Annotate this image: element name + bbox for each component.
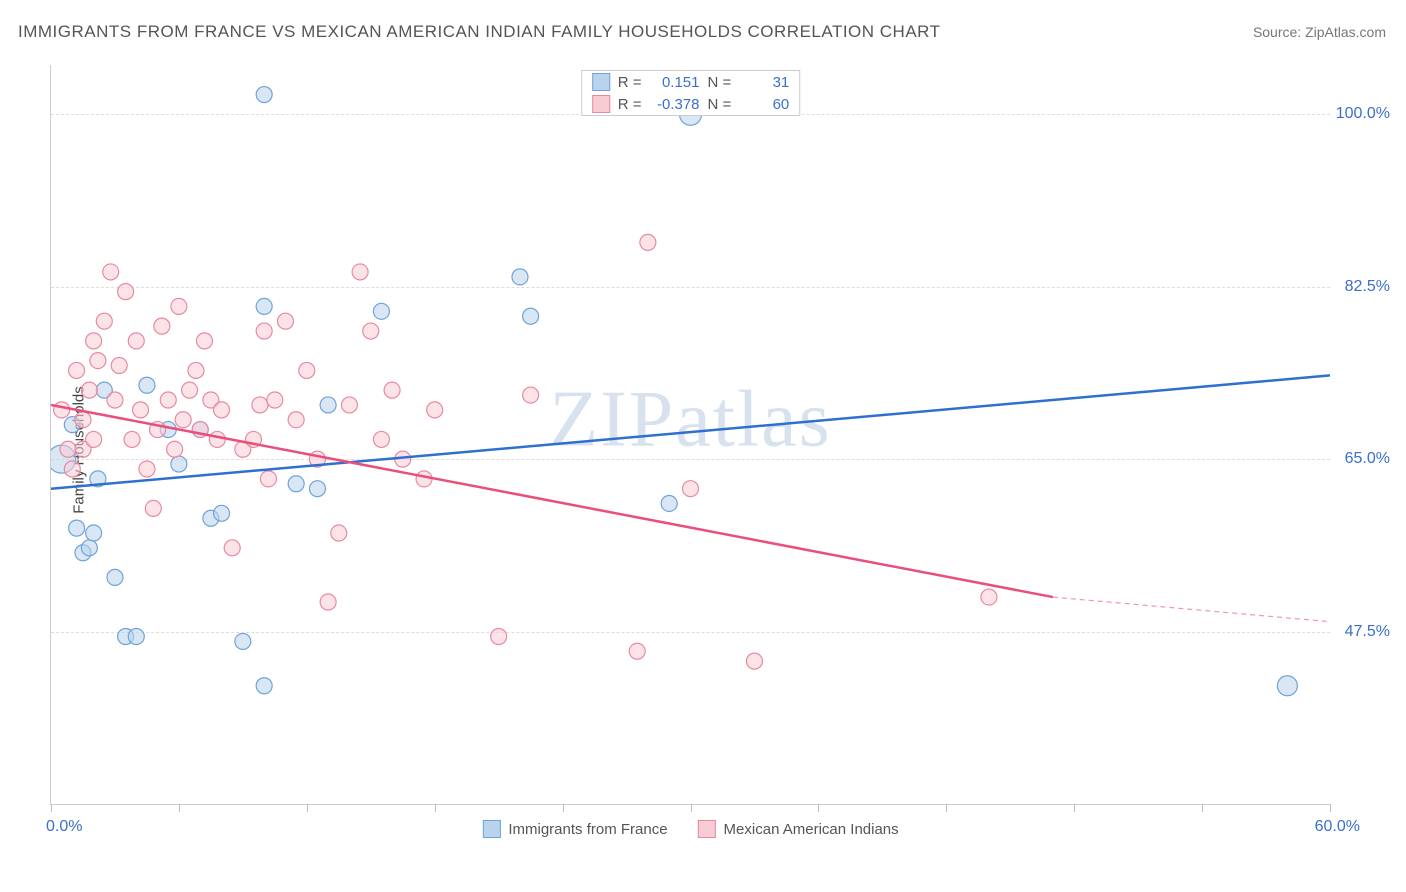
plot-area: ZIPatlas R = 0.151 N = 31 R = -0.378 N =… xyxy=(50,65,1330,805)
legend-row-series-2: R = -0.378 N = 60 xyxy=(582,93,800,115)
legend-bottom-label-2: Mexican American Indians xyxy=(724,821,899,838)
legend-row-series-1: R = 0.151 N = 31 xyxy=(582,71,800,93)
legend-bottom-swatch-2 xyxy=(698,820,716,838)
legend-n-label: N = xyxy=(708,74,732,91)
legend-bottom-swatch-1 xyxy=(482,820,500,838)
chart-container: Family Households ZIPatlas R = 0.151 N =… xyxy=(50,55,1380,845)
plot-svg xyxy=(51,65,1330,804)
legend-n-label: N = xyxy=(708,96,732,113)
source-label: Source: ZipAtlas.com xyxy=(1253,24,1386,40)
y-tick-label: 65.0% xyxy=(1345,450,1390,468)
legend-swatch-2 xyxy=(592,95,610,113)
legend-item-2: Mexican American Indians xyxy=(698,820,899,838)
legend-item-1: Immigrants from France xyxy=(482,820,667,838)
chart-title: IMMIGRANTS FROM FRANCE VS MEXICAN AMERIC… xyxy=(18,22,941,42)
y-tick-label: 82.5% xyxy=(1345,278,1390,296)
legend-n-value-1: 31 xyxy=(739,74,789,91)
x-axis-max-label: 60.0% xyxy=(1315,818,1360,836)
correlation-legend: R = 0.151 N = 31 R = -0.378 N = 60 xyxy=(581,70,801,116)
legend-swatch-1 xyxy=(592,73,610,91)
legend-bottom-label-1: Immigrants from France xyxy=(508,821,667,838)
legend-r-value-2: -0.378 xyxy=(650,96,700,113)
y-tick-label: 47.5% xyxy=(1345,623,1390,641)
legend-r-label: R = xyxy=(618,74,642,91)
x-axis-min-label: 0.0% xyxy=(46,818,82,836)
legend-r-label: R = xyxy=(618,96,642,113)
series-legend: Immigrants from France Mexican American … xyxy=(482,820,898,838)
legend-r-value-1: 0.151 xyxy=(650,74,700,91)
legend-n-value-2: 60 xyxy=(739,96,789,113)
y-tick-label: 100.0% xyxy=(1336,105,1390,123)
